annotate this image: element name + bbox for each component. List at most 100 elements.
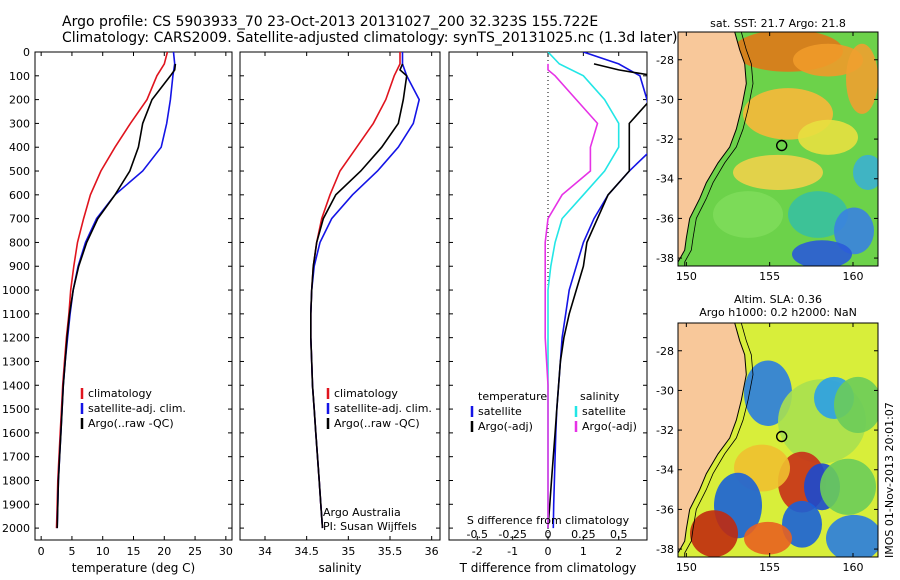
sla-map-title-1: Altim. SLA: 0.36: [733, 293, 823, 306]
sla-blob: [834, 376, 878, 433]
depth-tick-label: 400: [9, 141, 30, 154]
x-tick-label: 0: [38, 545, 45, 558]
argo-position-marker: [776, 139, 788, 152]
lat-tick-label: -32: [656, 133, 674, 146]
legend-label: Argo(..raw -QC): [334, 417, 420, 430]
depth-tick-label: 600: [9, 189, 30, 202]
lon-tick-label: 150: [676, 270, 697, 283]
sst-blob: [793, 43, 863, 77]
x-tick-label: 1: [580, 545, 587, 558]
depth-tick-label: 300: [9, 117, 30, 130]
x-tick-label: 0: [545, 545, 552, 558]
x-axis-label: temperature (deg C): [72, 561, 195, 575]
legend-label: satellite-adj. clim.: [88, 402, 186, 415]
x-tick-label: 36: [425, 545, 439, 558]
sla-map-title-2: Argo h1000: 0.2 h2000: NaN: [699, 306, 857, 319]
series-line-argoadj: [547, 63, 647, 529]
depth-tick-label: 1400: [2, 379, 30, 392]
s-axis-label: S difference from climatology: [467, 514, 630, 527]
credit-line-1: Argo Australia: [323, 506, 401, 519]
depth-tick-label: 900: [9, 260, 30, 273]
lon-tick-label: 155: [759, 561, 780, 574]
sla-blob: [782, 500, 822, 548]
depth-tick-label: 700: [9, 213, 30, 226]
sla-map-frame: [677, 322, 879, 558]
sst-blob: [788, 191, 848, 238]
depth-tick-label: 1500: [2, 403, 30, 416]
depth-tick-label: 100: [9, 70, 30, 83]
lat-tick-label: -38: [656, 543, 674, 556]
depth-tick-label: 1700: [2, 451, 30, 464]
sst-blob: [846, 43, 878, 114]
depth-tick-label: 1900: [2, 498, 30, 511]
coastline: [678, 323, 747, 557]
sst-blob: [834, 207, 874, 255]
argo-position-marker: [776, 430, 788, 443]
legend-label: Argo(-adj): [582, 420, 637, 433]
s-tick-label: 0.25: [571, 528, 596, 541]
sla-blob: [826, 514, 878, 557]
lat-tick-label: -30: [656, 384, 674, 397]
x-tick-label: 20: [157, 545, 171, 558]
x-tick-label: 25: [188, 545, 202, 558]
series-line-satellite: [552, 52, 647, 529]
legend-label: Argo(..raw -QC): [88, 417, 174, 430]
sst-blob: [798, 119, 858, 155]
legend-label: climatology: [334, 387, 398, 400]
isobath-line: [684, 32, 754, 266]
lon-tick-label: 155: [759, 270, 780, 283]
x-tick-label: 34: [258, 545, 272, 558]
lat-tick-label: -34: [656, 173, 674, 186]
depth-tick-label: 500: [9, 165, 30, 178]
legend-label: climatology: [88, 387, 152, 400]
panel-frame-0: [34, 51, 233, 541]
legend-label: satellite: [582, 405, 626, 418]
depth-tick-label: 1200: [2, 332, 30, 345]
lat-tick-label: -28: [656, 345, 674, 358]
coastline: [678, 32, 747, 266]
x-tick-label: 35.5: [378, 545, 403, 558]
series-line-argorawqc: [56, 63, 177, 529]
series-line-argoadj: [544, 63, 599, 529]
legend-label: satellite-adj. clim.: [334, 402, 432, 415]
x-tick-label: -2: [472, 545, 483, 558]
lat-tick-label: -38: [656, 252, 674, 265]
s-tick-label: 0.5: [610, 528, 628, 541]
depth-tick-label: 1600: [2, 427, 30, 440]
lat-tick-label: -36: [656, 503, 674, 516]
sla-blob: [690, 510, 738, 557]
depth-tick-label: 1100: [2, 308, 30, 321]
x-tick-label: 5: [68, 545, 75, 558]
header-line-2: Climatology: CARS2009. Satellite-adjuste…: [62, 30, 678, 46]
sst-map-frame: [677, 31, 879, 267]
x-tick-label: 35: [341, 545, 355, 558]
x-axis-label: T difference from climatology: [459, 561, 637, 575]
s-tick-label: -0.25: [498, 528, 526, 541]
sst-blob: [713, 191, 783, 238]
depth-tick-label: 0: [23, 46, 30, 59]
x-tick-label: 30: [219, 545, 233, 558]
legend-label: satellite: [478, 405, 522, 418]
depth-tick-label: 1800: [2, 474, 30, 487]
legend-title-temperature: temperature: [478, 390, 547, 403]
sla-blob: [744, 521, 792, 555]
sst-blob: [792, 240, 852, 266]
depth-tick-label: 1000: [2, 284, 30, 297]
legend-title-salinity: salinity: [580, 390, 620, 403]
depth-tick-label: 2000: [2, 522, 30, 535]
sst-map-title: sat. SST: 21.7 Argo: 21.8: [710, 17, 846, 30]
sst-map: [678, 32, 878, 266]
series-line-argorawqc: [309, 63, 408, 529]
credit-line-2: PI: Susan Wijffels: [323, 520, 417, 533]
x-tick-label: 34.5: [294, 545, 319, 558]
x-axis-label: salinity: [318, 561, 361, 575]
x-tick-label: -1: [507, 545, 518, 558]
lat-tick-label: -30: [656, 93, 674, 106]
legend-label: Argo(-adj): [478, 420, 533, 433]
timestamp-stamp: IMOS 01-Nov-2013 20:01:07: [883, 402, 896, 558]
x-tick-label: 15: [127, 545, 141, 558]
sla-map: [678, 323, 878, 557]
panel-frame-1: [239, 51, 441, 541]
x-tick-label: 2: [615, 545, 622, 558]
